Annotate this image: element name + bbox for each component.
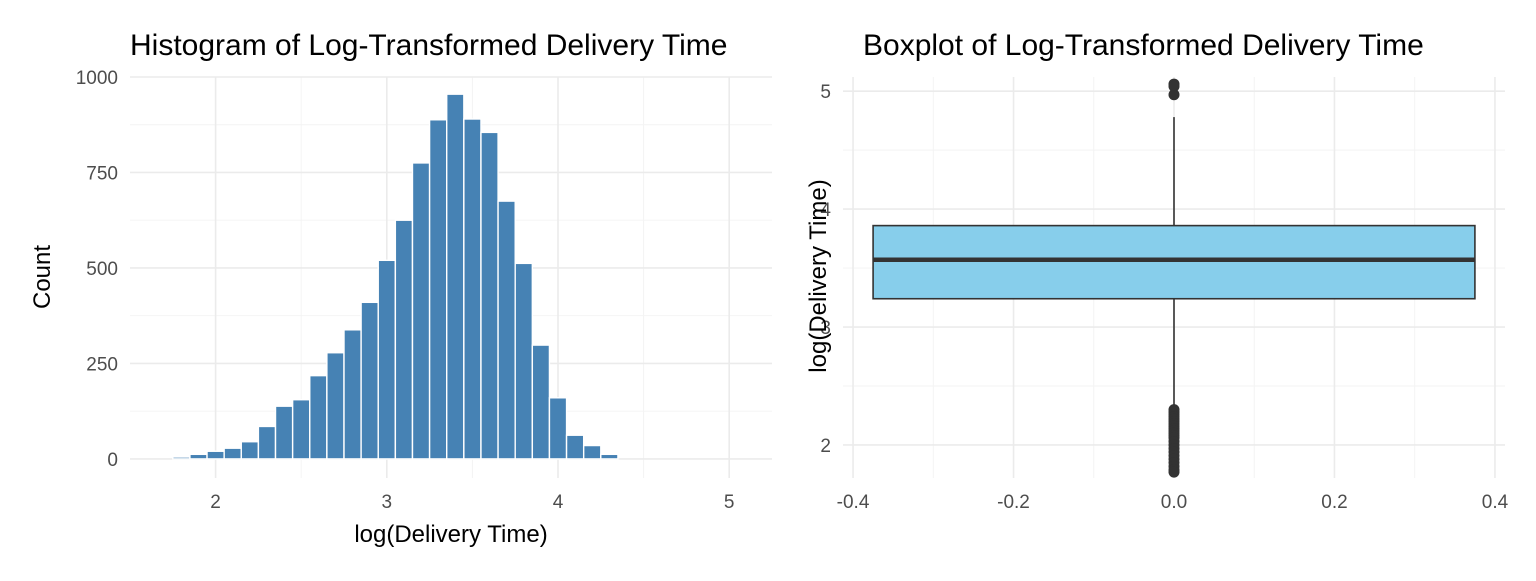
histogram-bar — [257, 425, 277, 460]
boxplot-box — [872, 224, 1476, 300]
histogram-bar — [291, 399, 311, 460]
histogram-y-tick-label: 0 — [107, 450, 118, 471]
histogram-bar — [600, 453, 619, 460]
histogram-bar — [360, 301, 379, 460]
boxplot-x-tick-labels: -0.4 -0.2 0.0 0.2 0.4 — [837, 492, 1509, 513]
histogram-bar — [274, 405, 294, 460]
boxplot-x-tick-label: 0.0 — [1161, 492, 1187, 513]
histogram-y-tick-label: 500 — [86, 259, 118, 280]
boxplot-outlier-point — [1168, 466, 1180, 478]
boxplot-y-axis-title: log(Delivery Time) — [805, 179, 832, 372]
histogram-bar — [343, 329, 362, 460]
histogram-y-tick-labels: 0 250 500 750 1000 — [76, 68, 118, 471]
boxplot-x-tick-label: -0.2 — [997, 492, 1030, 513]
histogram-bars — [172, 93, 619, 460]
boxplot-outlier-point — [1168, 80, 1180, 92]
histogram-x-tick-label: 3 — [382, 492, 393, 513]
boxplot-title: Boxplot of Log-Transformed Delivery Time — [863, 29, 1424, 62]
boxplot-y-tick-label: 3 — [820, 318, 831, 339]
histogram-bar — [480, 131, 499, 460]
histogram-bar — [497, 200, 516, 460]
boxplot-y-tick-label: 4 — [820, 200, 831, 221]
histogram-title: Histogram of Log-Transformed Delivery Ti… — [130, 29, 727, 62]
boxplot-marks — [872, 78, 1476, 478]
histogram-y-tick-label: 1000 — [76, 68, 118, 89]
histogram-bar — [309, 374, 328, 460]
boxplot-x-tick-label: 0.4 — [1482, 492, 1509, 513]
histogram-y-axis-title: Count — [29, 245, 56, 309]
histogram-y-tick-label: 250 — [86, 354, 118, 375]
histogram-panel: Histogram of Log-Transformed Delivery Ti… — [29, 29, 772, 548]
histogram-bar — [531, 344, 551, 460]
histogram-bar — [428, 119, 448, 460]
boxplot-y-tick-label: 5 — [820, 82, 831, 103]
histogram-bar — [240, 441, 260, 460]
boxplot-x-tick-label: -0.4 — [837, 492, 870, 513]
histogram-bar — [565, 434, 585, 460]
histogram-bar — [223, 447, 242, 460]
histogram-bar — [326, 352, 345, 460]
histogram-bar — [548, 397, 568, 460]
histogram-bar — [172, 456, 191, 460]
histogram-x-tick-label: 5 — [724, 492, 735, 513]
histogram-x-tick-label: 2 — [210, 492, 221, 513]
histogram-bar — [394, 219, 414, 460]
histogram-bar — [411, 162, 431, 460]
histogram-bar — [463, 118, 482, 460]
boxplot-y-tick-label: 2 — [820, 436, 831, 457]
boxplot-x-tick-label: 0.2 — [1321, 492, 1347, 513]
histogram-x-axis-title: log(Delivery Time) — [354, 521, 547, 548]
histogram-bar — [189, 453, 208, 460]
histogram-y-tick-label: 750 — [86, 163, 118, 184]
histogram-bar — [582, 444, 602, 460]
histogram-bar — [206, 450, 225, 460]
histogram-bar — [377, 259, 397, 460]
histogram-bar — [446, 93, 465, 460]
histogram-bar — [514, 262, 534, 460]
boxplot-y-tick-labels: 2 3 4 5 — [820, 82, 831, 457]
histogram-x-tick-labels: 2 3 4 5 — [210, 492, 734, 513]
histogram-x-tick-label: 4 — [553, 492, 564, 513]
boxplot-panel: Boxplot of Log-Transformed Delivery Time… — [805, 29, 1509, 513]
boxplot-outlier-point — [1168, 89, 1180, 101]
